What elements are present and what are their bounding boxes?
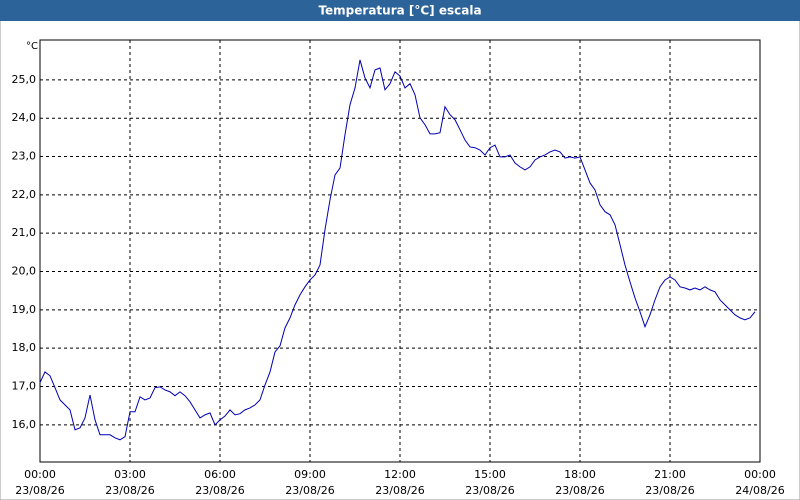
x-tick-label: 18:00 <box>564 468 596 481</box>
x-tick-label: 21:00 <box>654 468 686 481</box>
x-tick-label: 09:00 <box>294 468 326 481</box>
y-tick-label: 17,0 <box>12 379 37 392</box>
y-tick-label: 19,0 <box>12 303 37 316</box>
y-tick-label: 23,0 <box>12 150 37 163</box>
y-tick-label: 21,0 <box>12 226 37 239</box>
y-tick-label: 20,0 <box>12 265 37 278</box>
x-tick-date: 23/08/26 <box>285 484 334 497</box>
x-tick-date: 23/08/26 <box>375 484 424 497</box>
x-tick-date: 23/08/26 <box>195 484 244 497</box>
x-tick-date: 23/08/26 <box>15 484 64 497</box>
x-tick-label: 12:00 <box>384 468 416 481</box>
y-tick-label: 18,0 <box>12 341 37 354</box>
x-tick-label: 00:00 <box>24 468 56 481</box>
x-tick-date: 23/08/26 <box>555 484 604 497</box>
x-tick-date: 23/08/26 <box>465 484 514 497</box>
chart-title: Temperatura [°C] escala <box>318 4 481 18</box>
x-tick-date: 23/08/26 <box>645 484 694 497</box>
x-tick-label: 00:00 <box>744 468 776 481</box>
title-bar <box>0 0 800 21</box>
x-tick-label: 03:00 <box>114 468 146 481</box>
y-tick-label: 25,0 <box>12 73 37 86</box>
y-tick-label: 22,0 <box>12 188 37 201</box>
x-tick-label: 06:00 <box>204 468 236 481</box>
y-tick-label: 24,0 <box>12 111 37 124</box>
x-tick-date: 23/08/26 <box>105 484 154 497</box>
x-tick-date: 24/08/26 <box>735 484 784 497</box>
y-unit: °C <box>26 41 38 52</box>
temperature-line <box>39 59 756 441</box>
x-tick-label: 15:00 <box>474 468 506 481</box>
y-tick-label: 16,0 <box>12 418 37 431</box>
